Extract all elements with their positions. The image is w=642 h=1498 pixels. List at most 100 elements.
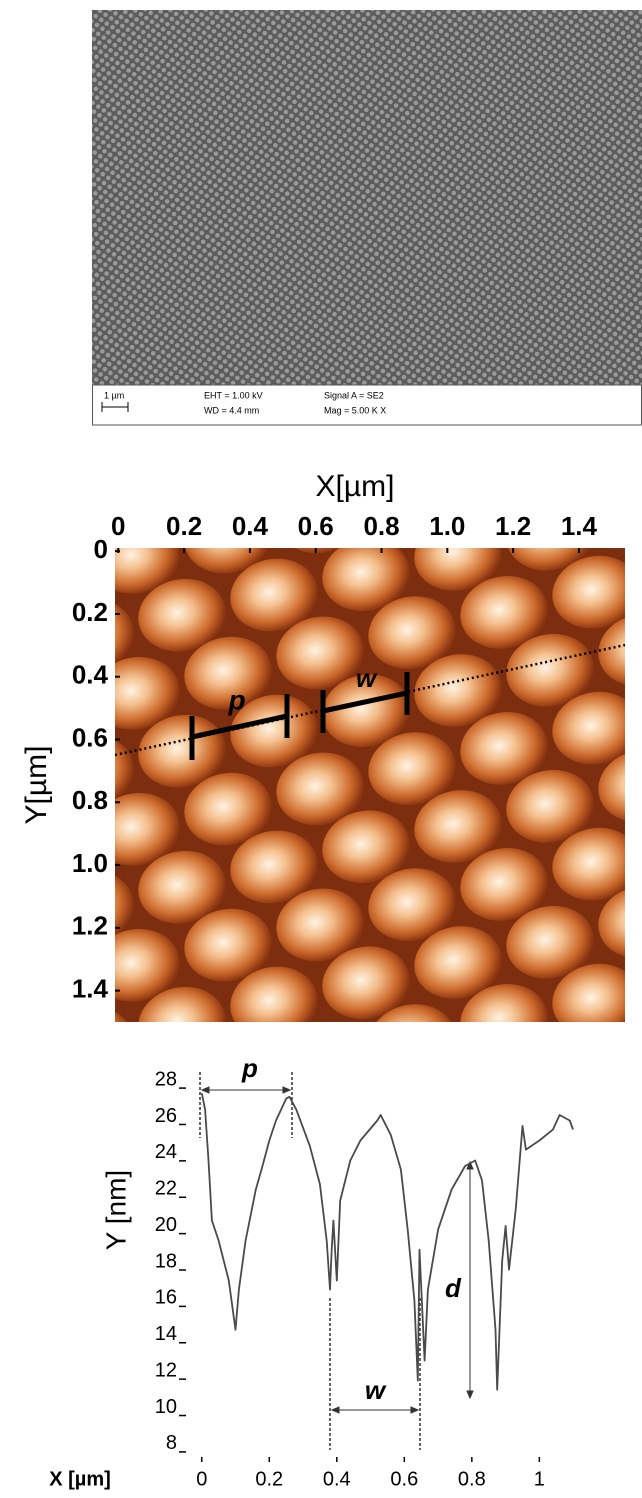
p-arrow xyxy=(200,1086,292,1094)
afm-dome xyxy=(552,963,625,1022)
afm-dome xyxy=(637,936,642,1025)
afm-dome xyxy=(115,792,180,866)
y-tick-label: 0.4 xyxy=(72,660,109,690)
afm-dome xyxy=(0,1077,95,1166)
wd: WD = 4.4 mm xyxy=(204,405,259,415)
afm-dome xyxy=(506,548,594,571)
x-tick-label: 0 xyxy=(111,511,125,541)
y-tick-label: 0 xyxy=(94,534,108,564)
afm-dome xyxy=(322,810,410,884)
y-tick-label: 12 xyxy=(155,1359,177,1381)
afm-dome xyxy=(414,548,502,591)
y-tick-label: 8 xyxy=(166,1432,177,1454)
afm-dome xyxy=(460,712,548,785)
afm-dome xyxy=(414,790,502,863)
scale-bar xyxy=(101,402,129,412)
afm-dome xyxy=(223,415,324,504)
afm-dome xyxy=(0,611,49,700)
afm-dome xyxy=(552,691,625,765)
afm-dome xyxy=(138,578,226,652)
afm-dome xyxy=(368,732,456,806)
afm-dome xyxy=(276,616,364,690)
afm-dome xyxy=(0,553,3,642)
afm-dome xyxy=(598,613,625,687)
afm-dome xyxy=(223,1095,324,1184)
x-tick-label: 0.2 xyxy=(255,1468,283,1490)
afm-dome xyxy=(0,883,49,972)
afm-dome xyxy=(115,656,180,730)
afm-dome xyxy=(322,548,410,612)
afm-dome xyxy=(598,1021,625,1022)
afm-dome xyxy=(598,885,625,959)
x-axis-label: X [µm] xyxy=(49,1468,111,1490)
afm-dome xyxy=(598,749,625,823)
y-tick-label: 1.4 xyxy=(72,973,109,1003)
x-tick-label: 1.4 xyxy=(561,511,598,541)
mag: Mag = 5.00 K X xyxy=(324,405,386,415)
afm-texture xyxy=(0,415,642,1244)
afm-dome xyxy=(276,888,364,962)
afm-dome xyxy=(131,1115,232,1204)
sem-info-bar xyxy=(92,384,642,426)
y-tick-label: 24 xyxy=(155,1141,177,1163)
y-tick-label: 28 xyxy=(155,1068,177,1090)
afm-dome xyxy=(637,664,642,753)
y-tick-label: 1.2 xyxy=(72,911,108,941)
afm-dome xyxy=(138,986,226,1022)
afm-dome xyxy=(0,475,49,564)
y-tick-label: 10 xyxy=(155,1396,177,1418)
y-tick-label: 18 xyxy=(155,1250,177,1272)
afm-dome xyxy=(184,636,272,710)
x-axis-label: X[µm] xyxy=(316,470,395,503)
y-tick-label: 16 xyxy=(155,1287,177,1309)
y-tick-label: 0.2 xyxy=(72,597,108,627)
afm-dome xyxy=(0,1019,49,1108)
x-tick-label: 1 xyxy=(534,1468,545,1490)
afm-dome xyxy=(115,548,180,594)
y-tick-label: 22 xyxy=(155,1178,177,1200)
afm-dome xyxy=(460,848,548,921)
afm-dome xyxy=(407,1054,508,1143)
annotation: p xyxy=(241,1053,258,1083)
profile-annotations: p w d X [µm] Y [nm] xyxy=(49,1053,474,1490)
afm-dome xyxy=(184,772,272,846)
afm-dome xyxy=(276,752,364,826)
afm-dome xyxy=(460,984,548,1022)
annotation: d xyxy=(445,1273,462,1303)
afm-dome xyxy=(368,868,456,942)
x-tick-label: 0.6 xyxy=(298,511,334,541)
y-tick-label: 0.8 xyxy=(72,785,108,815)
y-tick-label: 0.6 xyxy=(72,722,108,752)
w-arrow xyxy=(330,1406,420,1414)
afm-dome xyxy=(453,432,554,521)
y-axis-label: Y[µm] xyxy=(20,746,53,825)
afm-dome xyxy=(0,1155,49,1244)
afm-dome xyxy=(598,548,625,551)
afm-dome xyxy=(184,908,272,982)
afm-dome xyxy=(177,1037,278,1126)
afm-dome xyxy=(322,946,410,1020)
afm-dome xyxy=(637,528,642,617)
annotation: p xyxy=(227,684,245,715)
eht: EHT = 1.00 kV xyxy=(204,390,263,400)
y-tick-label: 20 xyxy=(155,1214,177,1236)
afm-dome xyxy=(552,827,625,901)
afm-dome xyxy=(637,800,642,889)
guide-lines xyxy=(199,1072,421,1450)
afm-dome xyxy=(506,769,594,843)
sem-panel: 1 µm EHT = 1.00 kV WD = 4.4 mm Signal A … xyxy=(92,10,642,426)
x-tick-label: 0.2 xyxy=(166,511,202,541)
x-tick-label: 0 xyxy=(196,1468,207,1490)
x-tick-label: 0.4 xyxy=(323,1468,351,1490)
afm-dome xyxy=(414,654,502,727)
afm-dome xyxy=(322,674,410,748)
d-arrow xyxy=(466,1160,474,1400)
x-tick-label: 1.2 xyxy=(495,511,531,541)
x-tick-label: 0.8 xyxy=(363,511,399,541)
afm-dome xyxy=(506,905,594,979)
sem-image xyxy=(92,10,642,385)
profile-line xyxy=(200,1093,574,1391)
afm-dome xyxy=(230,830,318,904)
afm-dome xyxy=(552,555,625,629)
